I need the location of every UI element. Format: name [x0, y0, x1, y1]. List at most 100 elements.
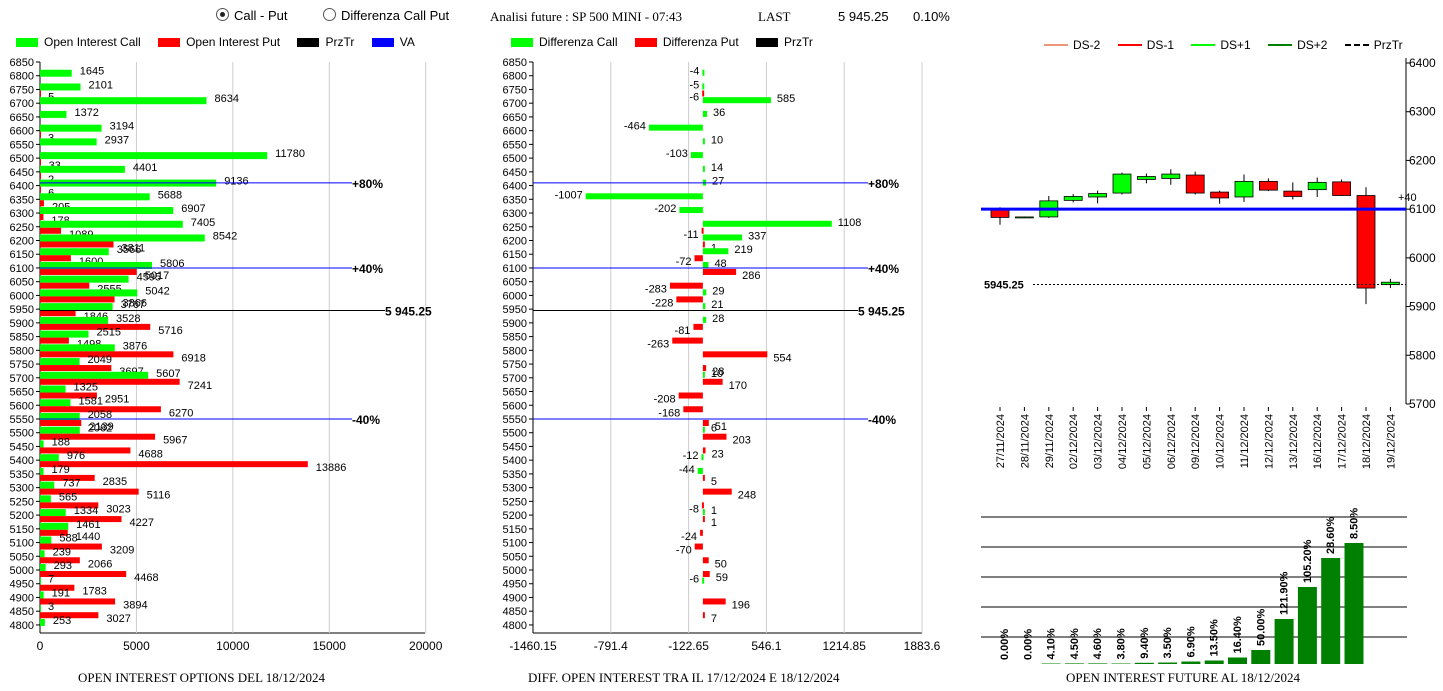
legend-item-call: Open Interest Call: [16, 35, 141, 49]
diff-put-bar: [701, 502, 704, 509]
options-put-bar: [40, 90, 41, 97]
options-call-bar: [40, 495, 51, 503]
candle-y-label: 6300: [1409, 105, 1436, 119]
options-call-value: 565: [59, 491, 77, 503]
future-bar: [1274, 619, 1294, 664]
legend-options: Open Interest Call Open Interest Put Prz…: [16, 35, 429, 50]
diff-strike-label: 5350: [503, 469, 527, 481]
options-strike-label: 5200: [10, 510, 34, 522]
options-strike-label: 6000: [10, 290, 34, 302]
options-call-value: 1645: [80, 66, 104, 78]
diff-put-bar: [701, 227, 704, 234]
options-put-value: 3866: [123, 297, 147, 309]
options-call-bar: [40, 83, 81, 91]
options-call-bar: [40, 605, 41, 613]
options-strike-label: 6700: [10, 98, 34, 110]
candle-y-label: 6200: [1409, 153, 1436, 167]
diff-call-bar: [702, 303, 706, 310]
diff-strike-label: 5300: [503, 483, 527, 495]
diff-x-tick: 546.1: [751, 639, 781, 653]
options-put-bar: [40, 419, 82, 426]
options-call-bar: [40, 220, 183, 228]
options-call-value: 2062: [88, 423, 112, 435]
future-bar-label: 105.20%: [1302, 539, 1314, 583]
options-put-bar: [40, 529, 68, 536]
options-put-bar: [40, 159, 41, 166]
legend-item-va: VA: [371, 35, 415, 49]
future-bar-label: 13.50%: [1209, 619, 1221, 657]
options-call-value: 1581: [78, 395, 102, 407]
options-put-bar: [40, 200, 44, 207]
options-call-value: 8542: [213, 230, 237, 242]
candle-body: [1210, 191, 1229, 199]
options-strike-label: 5550: [10, 414, 34, 426]
candle-y-label: 6000: [1409, 251, 1436, 265]
options-put-bar: [40, 186, 41, 193]
future-bar: [1088, 663, 1108, 664]
options-strike-label: 5050: [10, 551, 34, 563]
options-call-value: 239: [53, 546, 71, 558]
candle-date-label: 12/12/2024: [1263, 414, 1275, 469]
diff-call-value: 10: [711, 134, 723, 146]
options-call-value: 3: [48, 601, 54, 613]
options-put-bar: [40, 474, 95, 481]
diff-strike-label: 6400: [503, 181, 527, 193]
options-put-bar: [40, 543, 102, 550]
future-bar-label: 3.80%: [1116, 628, 1128, 659]
diff-strike-label: 6200: [503, 235, 527, 247]
legend-item-ds+2: DS+2: [1268, 38, 1327, 52]
candle-body: [1234, 180, 1254, 198]
options-put-bar: [40, 214, 44, 221]
radio-diff[interactable]: Differenza Call Put: [323, 8, 449, 23]
candle-date-label: 09/12/2024: [1190, 414, 1202, 469]
candle-body: [1356, 195, 1376, 289]
diff-strike-label: 6700: [503, 98, 527, 110]
diff-call-bar: [701, 454, 704, 461]
diff-put-value: 28: [712, 366, 724, 378]
options-strike-label: 6750: [10, 84, 34, 96]
options-put-value: 5116: [147, 490, 171, 502]
future-bar: [1228, 657, 1247, 664]
options-put-bar: [40, 268, 137, 275]
options-strike-label: 5250: [10, 496, 34, 508]
diff-strike-label: 5700: [503, 373, 527, 385]
analisi-title: Analisi future : SP 500 MINI - 07:43: [490, 9, 682, 24]
candle-va-label: +40: [1398, 192, 1417, 204]
diff-call-value: -464: [624, 121, 646, 133]
options-x-tick: 5000: [123, 639, 150, 653]
diff-call-value: 10: [711, 368, 723, 380]
options-put-value: 2951: [105, 394, 129, 406]
options-call-value: 5688: [158, 189, 182, 201]
options-strike-label: 6350: [10, 194, 34, 206]
diff-put-bar: [672, 337, 703, 344]
options-put-bar: [40, 557, 80, 564]
options-put-bar: [40, 241, 114, 248]
options-put-bar: [40, 310, 76, 317]
candle-body: [1259, 180, 1278, 191]
diff-call-bar: [702, 220, 832, 227]
diff-strike-label: 6800: [503, 71, 527, 83]
diff-put-bar: [702, 612, 705, 619]
options-price-label: 5 945.25: [385, 304, 432, 318]
options-call-bar: [40, 591, 44, 599]
diff-call-bar: [702, 234, 743, 241]
diff-call-bar: [702, 509, 705, 516]
diff-call-value: -5: [690, 79, 700, 91]
diff-put-bar: [702, 90, 705, 97]
options-call-bar: [40, 138, 97, 146]
legend-item-diff-put: Differenza Put: [634, 35, 739, 49]
radio-call-put[interactable]: Call - Put: [216, 8, 287, 23]
options-call-value: 3528: [116, 313, 140, 325]
diff-call-bar: [702, 138, 705, 145]
diff-put-value: 1: [711, 517, 717, 529]
options-strike-label: 4950: [10, 579, 34, 591]
last-pct: 0.10%: [913, 9, 950, 24]
diff-va-label: -40%: [868, 413, 896, 427]
options-put-bar: [40, 447, 131, 454]
diff-put-bar: [702, 447, 706, 454]
diff-strike-label: 6000: [503, 290, 527, 302]
candle-body: [1088, 193, 1107, 198]
options-put-bar: [40, 598, 116, 605]
diff-put-value: 170: [729, 380, 747, 392]
options-put-value: 4227: [130, 517, 154, 529]
